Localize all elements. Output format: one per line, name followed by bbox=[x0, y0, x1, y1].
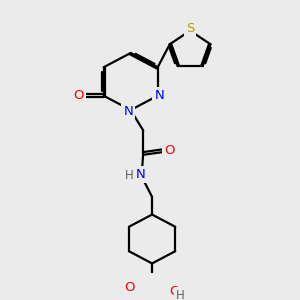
Text: N: N bbox=[154, 89, 164, 102]
Text: H: H bbox=[176, 289, 184, 300]
Text: O: O bbox=[169, 285, 179, 298]
Text: S: S bbox=[186, 22, 194, 34]
Text: N: N bbox=[123, 105, 133, 118]
Text: N: N bbox=[135, 168, 145, 181]
Text: H: H bbox=[125, 169, 134, 182]
Text: O: O bbox=[164, 144, 174, 157]
Text: O: O bbox=[124, 281, 134, 294]
Text: O: O bbox=[74, 89, 84, 102]
